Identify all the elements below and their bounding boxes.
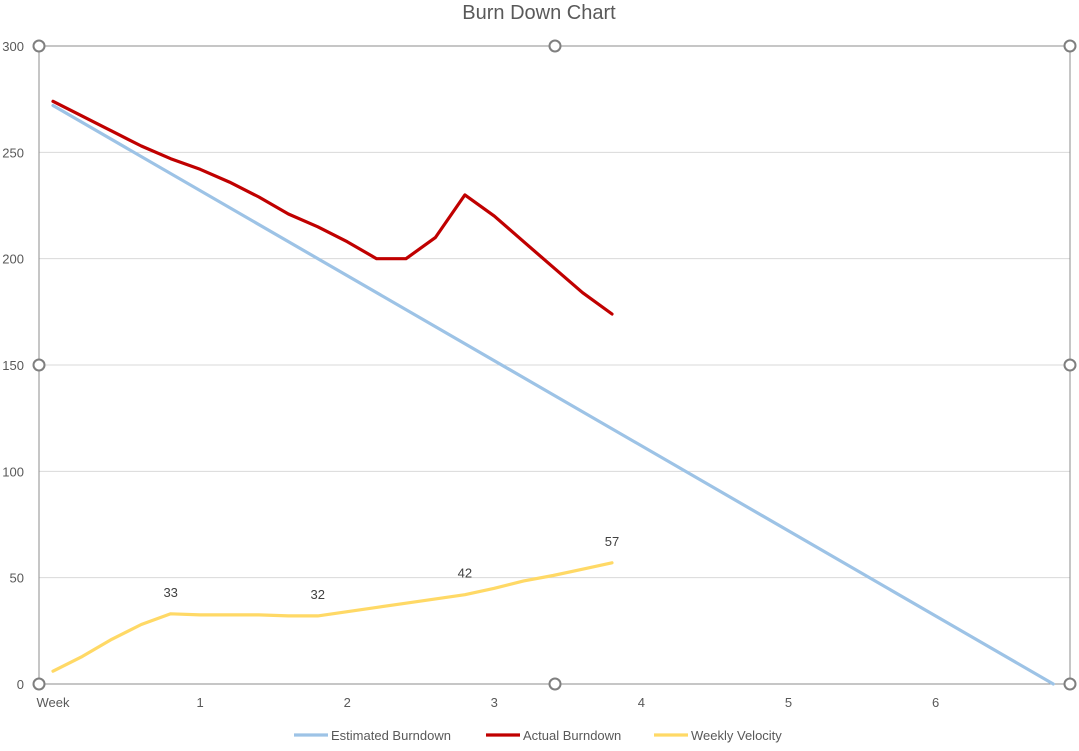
actual-burndown-line — [51, 99, 614, 316]
legend-label: Actual Burndown — [523, 728, 621, 743]
data-label: 33 — [163, 585, 177, 600]
selection-handles[interactable] — [32, 39, 1077, 691]
x-tick-label: Week — [37, 695, 70, 710]
legend-label: Weekly Velocity — [691, 728, 782, 743]
legend-label: Estimated Burndown — [331, 728, 451, 743]
y-tick-label: 300 — [2, 39, 24, 54]
estimated-burndown-line — [51, 103, 1055, 686]
y-tick-label: 250 — [2, 145, 24, 160]
legend-item-weekly-velocity: Weekly Velocity — [654, 728, 782, 743]
y-tick-label: 200 — [2, 252, 24, 267]
weekly-velocity-line — [51, 561, 614, 673]
x-tick-label: 3 — [491, 695, 498, 710]
resize-handle[interactable] — [1063, 358, 1077, 372]
x-tick-label: 5 — [785, 695, 792, 710]
grid-layer — [39, 45, 1070, 685]
resize-handle[interactable] — [1063, 677, 1077, 691]
data-label: 57 — [605, 534, 619, 549]
y-tick-label: 0 — [17, 677, 24, 692]
resize-handle[interactable] — [548, 677, 562, 691]
legend-item-estimated-burndown: Estimated Burndown — [294, 728, 451, 743]
x-tick-label: 6 — [932, 695, 939, 710]
data-label: 42 — [458, 566, 472, 581]
resize-handle[interactable] — [1063, 39, 1077, 53]
legend-item-actual-burndown: Actual Burndown — [486, 728, 621, 743]
y-tick-label: 100 — [2, 464, 24, 479]
x-tick-label: 1 — [196, 695, 203, 710]
axis-layer: 0 50 100 150 200 250 300 Week 1 2 3 4 5 6 — [2, 39, 939, 710]
resize-handle[interactable] — [548, 39, 562, 53]
y-tick-label: 150 — [2, 358, 24, 373]
chart-title: Burn Down Chart — [462, 2, 616, 24]
data-label: 32 — [311, 587, 325, 602]
y-tick-label: 50 — [10, 571, 24, 586]
legend: Estimated Burndown Actual Burndown Weekly … — [294, 728, 782, 743]
data-label-layer: 33 32 42 57 — [163, 534, 619, 602]
x-tick-label: 2 — [344, 695, 351, 710]
series-layer — [51, 99, 1055, 686]
resize-handle[interactable] — [32, 39, 46, 53]
resize-handle[interactable] — [32, 677, 46, 691]
x-tick-label: 4 — [638, 695, 645, 710]
resize-handle[interactable] — [32, 358, 46, 372]
